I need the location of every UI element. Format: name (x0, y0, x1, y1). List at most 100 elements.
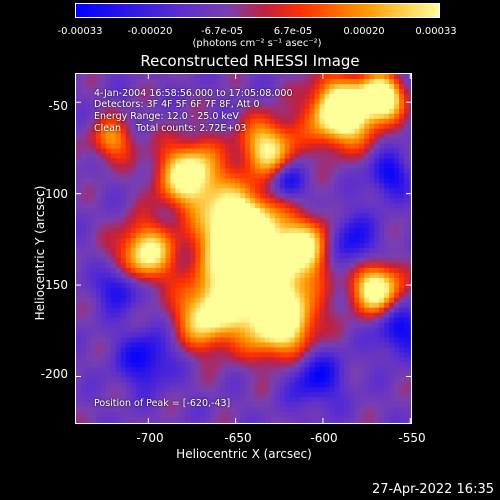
heatmap-cell (215, 193, 221, 199)
heatmap-cell (259, 83, 266, 90)
heatmap-cell (289, 203, 296, 209)
heatmap-cell (299, 168, 306, 174)
heatmap-cell (364, 262, 370, 269)
heatmap-cell (76, 372, 82, 378)
heatmap-cell (180, 213, 186, 219)
heatmap-cell (90, 327, 97, 334)
heatmap-cell (324, 397, 330, 403)
heatmap-cell (309, 243, 316, 249)
heatmap-cell (344, 198, 350, 204)
heatmap-cell (364, 352, 370, 358)
heatmap-cell (215, 367, 221, 373)
heatmap-cell (359, 342, 365, 348)
heatmap-cell (274, 292, 281, 299)
heatmap-cell (379, 397, 385, 403)
heatmap-cell (364, 297, 370, 304)
heatmap-cell (244, 98, 251, 105)
heatmap-cell (195, 88, 201, 95)
heatmap-cell (155, 292, 161, 299)
heatmap-cell (220, 108, 226, 115)
heatmap-cell (399, 282, 405, 289)
heatmap-cell (249, 193, 256, 199)
heatmap-cell (254, 422, 261, 423)
heatmap-cell (294, 392, 301, 398)
heatmap-cell (210, 337, 216, 343)
heatmap-cell (140, 233, 147, 239)
heatmap-cell (304, 327, 311, 334)
heatmap-cell (95, 248, 102, 254)
heatmap-cell (105, 287, 112, 294)
heatmap-cell (354, 228, 360, 234)
heatmap-cell (384, 382, 390, 388)
heatmap-cell (249, 108, 256, 115)
heatmap-cell (150, 173, 157, 179)
heatmap-cell (105, 407, 112, 413)
heatmap-cell (409, 392, 411, 398)
heatmap-cell (329, 78, 335, 85)
heatmap-cell (205, 377, 211, 383)
heatmap-cell (299, 347, 306, 353)
heatmap-cell (354, 208, 360, 214)
heatmap-cell (115, 213, 122, 219)
heatmap-cell (165, 128, 171, 135)
heatmap-cell (274, 248, 281, 254)
heatmap-cell (145, 267, 152, 274)
heatmap-cell (384, 233, 390, 239)
heatmap-cell (304, 173, 311, 179)
heatmap-cell (399, 312, 405, 319)
heatmap-cell (374, 372, 380, 378)
heatmap-cell (105, 168, 112, 174)
heatmap-cell (304, 228, 311, 234)
heatmap-cell (369, 257, 375, 264)
heatmap-cell (339, 168, 345, 174)
heatmap-cell (364, 203, 370, 209)
heatmap-cell (110, 183, 117, 189)
heatmap-cell (369, 138, 375, 145)
heatmap-cell (284, 292, 291, 299)
heatmap-cell (274, 228, 281, 234)
heatmap-cell (344, 238, 350, 244)
heatmap-cell (125, 407, 132, 413)
heatmap-cell (294, 168, 301, 174)
heatmap-cell (314, 412, 321, 418)
heatmap-cell (309, 163, 316, 169)
heatmap-cell (299, 248, 306, 254)
heatmap-cell (304, 277, 311, 284)
heatmap-cell (294, 307, 301, 314)
heatmap-cell (354, 93, 360, 100)
heatmap-cell (259, 377, 266, 383)
heatmap-cell (384, 168, 390, 174)
heatmap-cell (145, 243, 152, 249)
heatmap-cell (284, 158, 291, 164)
heatmap-cell (314, 392, 321, 398)
heatmap-cell (180, 257, 186, 264)
heatmap-cell (190, 178, 196, 184)
heatmap-cell (289, 417, 296, 423)
heatmap-cell (244, 377, 251, 383)
heatmap-cell (220, 148, 226, 155)
heatmap-cell (130, 267, 137, 274)
heatmap-cell (80, 347, 87, 353)
heatmap-cell (155, 198, 161, 204)
heatmap-cell (220, 392, 226, 398)
heatmap-cell (364, 287, 370, 294)
heatmap-cell (279, 143, 286, 150)
heatmap-cell (90, 238, 97, 244)
heatmap-cell (289, 238, 296, 244)
heatmap-cell (235, 347, 241, 353)
heatmap-cell (339, 203, 345, 209)
heatmap-cell (150, 148, 157, 155)
heatmap-cell (190, 277, 196, 284)
heatmap-cell (364, 153, 370, 160)
heatmap-cell (279, 397, 286, 403)
heatmap-cell (190, 123, 196, 130)
heatmap-cell (200, 352, 206, 358)
heatmap-cell (230, 367, 236, 373)
heatmap-cell (244, 297, 251, 304)
heatmap-cell (259, 352, 266, 358)
heatmap-cell (76, 257, 82, 264)
heatmap-cell (210, 88, 216, 95)
heatmap-cell (105, 382, 112, 388)
heatmap-cell (110, 292, 117, 299)
heatmap-cell (334, 148, 340, 155)
